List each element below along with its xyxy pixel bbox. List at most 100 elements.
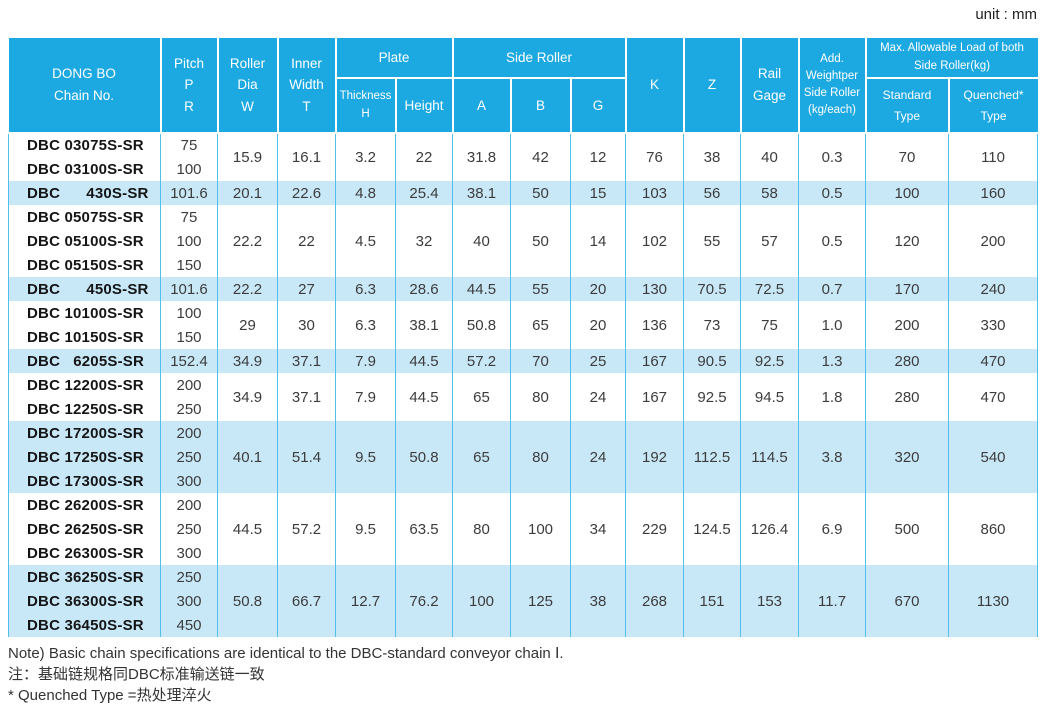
value-cell-rail_gage: 153 bbox=[740, 565, 800, 637]
value-cell-k: 76 bbox=[625, 133, 685, 181]
value-cell-side_roller_b: 50 bbox=[510, 181, 571, 205]
value-cell-k: 268 bbox=[625, 565, 685, 637]
value-cell-k: 102 bbox=[625, 205, 685, 277]
spec-table-body: DBC 03075S-SR 75 15.9 16.1 3.2 22 31.8 42 12 76 38… bbox=[8, 133, 1039, 637]
value-cell-max_load_standard_type: 200 bbox=[865, 301, 950, 349]
value-cell-roller_dia_w: 22.2 bbox=[217, 205, 278, 277]
col-header-standard-type: Standard Type bbox=[864, 77, 950, 134]
chain-no-cell: DBC 36450S-SR bbox=[8, 613, 161, 637]
value-cell-add_weight_per_side_roller: 11.7 bbox=[798, 565, 867, 637]
pitch-cell: 75 bbox=[160, 133, 218, 157]
col-header-rail-gage: Rail Gage bbox=[739, 38, 800, 134]
note-line: * Quenched Type =热处理淬火 bbox=[8, 687, 212, 704]
chain-no-cell: DBC 17250S-SR bbox=[8, 445, 161, 469]
value-cell-max_load_quenched_type: 160 bbox=[948, 181, 1039, 205]
value-cell-z: 73 bbox=[683, 301, 742, 349]
value-cell-rail_gage: 94.5 bbox=[740, 373, 800, 421]
value-cell-add_weight_per_side_roller: 0.5 bbox=[798, 181, 867, 205]
value-cell-plate_thickness_h: 12.7 bbox=[335, 565, 396, 637]
value-cell-roller_dia_w: 22.2 bbox=[217, 277, 278, 301]
col-header-side-roller-b: B bbox=[509, 77, 572, 134]
col-header-pitch: Pitch P R bbox=[159, 38, 219, 134]
value-cell-max_load_standard_type: 280 bbox=[865, 349, 950, 373]
table-row: DBC 17300S-SR 300 bbox=[8, 469, 1038, 493]
pitch-cell: 100 bbox=[160, 157, 218, 181]
value-cell-max_load_quenched_type: 860 bbox=[948, 493, 1039, 565]
chain-no-cell: DBC 10100S-SR bbox=[8, 301, 161, 325]
table-row: DBC 17200S-SR 200 40.1 51.4 9.5 50.8 65 80 24 192… bbox=[8, 421, 1039, 493]
table-row: DBC 05075S-SR 75 22.2 22 4.5 32 40 50 14 102 55 57 0… bbox=[8, 205, 1039, 277]
value-cell-max_load_standard_type: 500 bbox=[865, 493, 950, 565]
col-header-thickness: Thickness H bbox=[335, 77, 397, 134]
table-row: DBC 03075S-SR 75 15.9 16.1 3.2 22 31.8 42 12 76 38… bbox=[8, 133, 1039, 181]
chain-no-cell: DBC 05150S-SR bbox=[8, 253, 161, 277]
value-cell-plate_thickness_h: 7.9 bbox=[335, 349, 396, 373]
value-cell-side_roller_g: 14 bbox=[569, 205, 627, 277]
table-row: DBC 450S-SR 101.6 22.2 27 6.3 28.6 44.5 55 20 130… bbox=[8, 277, 1039, 301]
chain-no-cell: DBC 12200S-SR bbox=[8, 373, 161, 397]
value-cell-add_weight_per_side_roller: 0.3 bbox=[798, 133, 867, 181]
value-cell-side_roller_g: 34 bbox=[569, 493, 627, 565]
value-cell-plate_thickness_h: 4.8 bbox=[335, 181, 396, 205]
pitch-cell: 250 bbox=[160, 565, 218, 589]
value-cell-side_roller_a: 100 bbox=[452, 565, 511, 637]
table-row: DBC 10100S-SR 100 29 30 6.3 38.1 50.8 65 20 136 73… bbox=[8, 301, 1039, 349]
value-cell-k: 136 bbox=[625, 301, 685, 349]
note-line: 注：基础链规格同DBC标准输送链一致 bbox=[8, 666, 265, 683]
value-cell-side_roller_b: 65 bbox=[510, 301, 571, 349]
value-cell-max_load_standard_type: 320 bbox=[865, 421, 950, 493]
chain-no-cell: DBC 430S-SR bbox=[8, 181, 161, 205]
value-cell-side_roller_b: 80 bbox=[510, 373, 571, 421]
value-cell-roller_dia_w: 40.1 bbox=[217, 421, 278, 493]
value-cell-plate_height: 44.5 bbox=[395, 373, 453, 421]
value-cell-add_weight_per_side_roller: 1.3 bbox=[798, 349, 867, 373]
pitch-cell: 75 bbox=[160, 205, 218, 229]
chain-no-cell: DBC 10150S-SR bbox=[8, 325, 161, 349]
value-cell-side_roller_b: 100 bbox=[510, 493, 571, 565]
value-cell-z: 92.5 bbox=[683, 373, 742, 421]
chain-no-cell: DBC 36250S-SR bbox=[8, 565, 161, 589]
pitch-cell: 300 bbox=[160, 469, 218, 493]
pitch-cell: 450 bbox=[160, 613, 218, 637]
value-cell-add_weight_per_side_roller: 3.8 bbox=[798, 421, 867, 493]
table-row: DBC 6205S-SR 152.4 34.9 37.1 7.9 44.5 57.2 70 25… bbox=[8, 349, 1039, 373]
value-cell-k: 103 bbox=[625, 181, 685, 205]
value-cell-max_load_standard_type: 670 bbox=[865, 565, 950, 637]
value-cell-inner_width_t: 51.4 bbox=[277, 421, 336, 493]
note-line: Note) Basic chain specifications are ide… bbox=[8, 645, 564, 662]
table-row: DBC 05100S-SR 100 bbox=[8, 229, 1038, 253]
col-group-plate: Plate bbox=[334, 38, 454, 79]
spec-table: DONG BO Chain No. Pitch P R Roller Dia W… bbox=[8, 38, 1039, 637]
value-cell-side_roller_a: 65 bbox=[452, 421, 511, 493]
table-row: DBC 12250S-SR 250 bbox=[8, 397, 1038, 421]
table-row: DBC 05150S-SR 150 bbox=[8, 253, 1038, 277]
value-cell-plate_thickness_h: 3.2 bbox=[335, 133, 396, 181]
table-row: DBC 430S-SR 101.6 20.1 22.6 4.8 25.4 38.1 50 15 1… bbox=[8, 181, 1039, 205]
col-header-inner-width: Inner Width T bbox=[276, 38, 337, 134]
pitch-cell: 250 bbox=[160, 517, 218, 541]
col-header-add-weight: Add. Weightper Side Roller (kg/each) bbox=[797, 38, 867, 134]
col-header-z: Z bbox=[682, 38, 742, 134]
value-cell-z: 90.5 bbox=[683, 349, 742, 373]
pitch-cell: 200 bbox=[160, 421, 218, 445]
value-cell-max_load_quenched_type: 330 bbox=[948, 301, 1039, 349]
table-row: DBC 26250S-SR 250 bbox=[8, 517, 1038, 541]
value-cell-roller_dia_w: 20.1 bbox=[217, 181, 278, 205]
value-cell-k: 167 bbox=[625, 373, 685, 421]
value-cell-side_roller_a: 40 bbox=[452, 205, 511, 277]
value-cell-max_load_standard_type: 280 bbox=[865, 373, 950, 421]
value-cell-side_roller_a: 65 bbox=[452, 373, 511, 421]
pitch-cell: 101.6 bbox=[160, 181, 218, 205]
pitch-cell: 200 bbox=[160, 493, 218, 517]
pitch-cell: 300 bbox=[160, 541, 218, 565]
value-cell-side_roller_g: 38 bbox=[569, 565, 627, 637]
chain-no-cell: DBC 03075S-SR bbox=[8, 133, 161, 157]
value-cell-k: 192 bbox=[625, 421, 685, 493]
value-cell-side_roller_a: 31.8 bbox=[452, 133, 511, 181]
value-cell-plate_height: 32 bbox=[395, 205, 453, 277]
value-cell-z: 55 bbox=[683, 205, 742, 277]
value-cell-roller_dia_w: 29 bbox=[217, 301, 278, 349]
value-cell-side_roller_g: 12 bbox=[569, 133, 627, 181]
chain-no-cell: DBC 12250S-SR bbox=[8, 397, 161, 421]
value-cell-plate_thickness_h: 6.3 bbox=[335, 301, 396, 349]
